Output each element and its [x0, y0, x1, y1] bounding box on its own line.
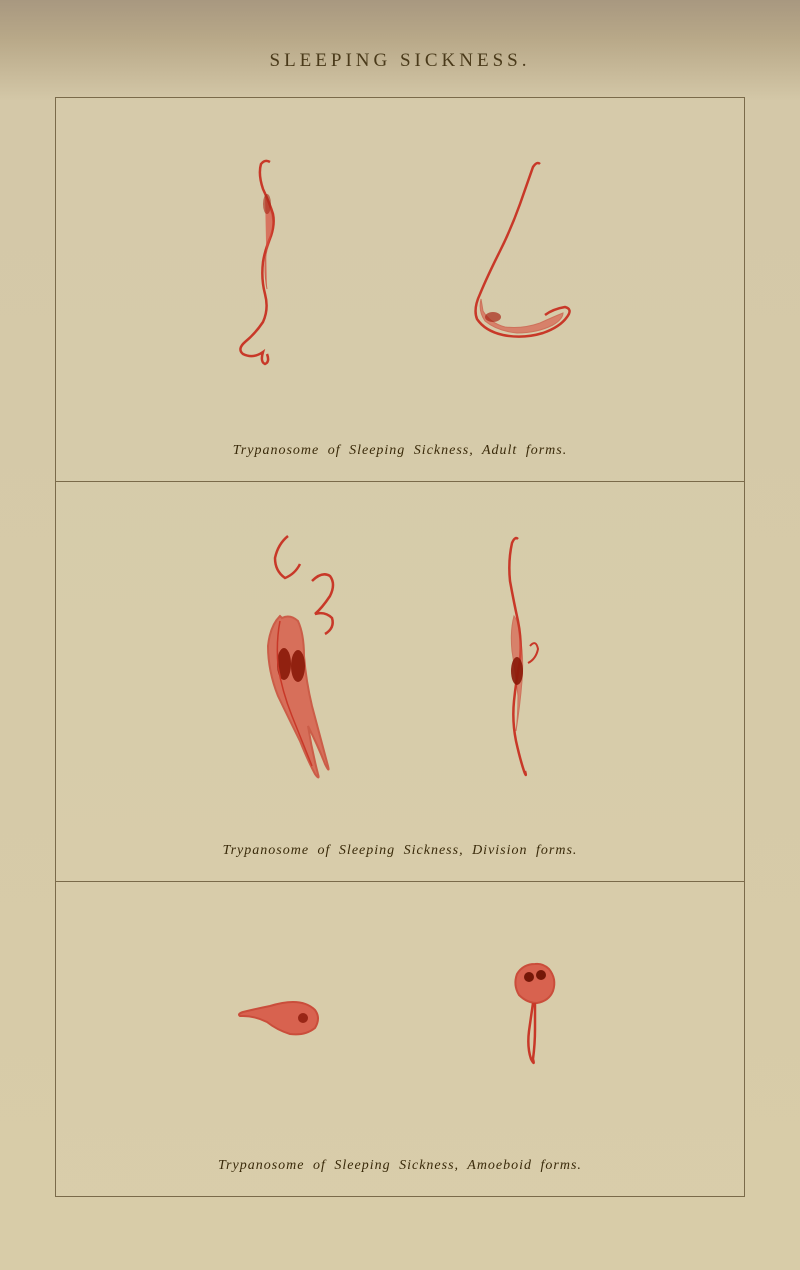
trypanosome-adult-right-icon	[445, 159, 585, 369]
panel-adult-forms: Trypanosome of Sleeping Sickness, Adult …	[56, 98, 744, 482]
trypanosome-division-right-icon	[480, 531, 560, 781]
illustrations-division	[56, 482, 744, 832]
caption-adult: Trypanosome of Sleeping Sickness, Adult …	[233, 443, 567, 459]
illustrations-adult	[56, 98, 744, 431]
amoeboid-right-icon	[505, 959, 565, 1069]
plate-frame: Trypanosome of Sleeping Sickness, Adult …	[55, 97, 745, 1197]
page-title: SLEEPING SICKNESS.	[55, 50, 745, 72]
trypanosome-adult-left-icon	[215, 154, 315, 374]
amoeboid-left-icon	[235, 984, 345, 1044]
document-page: SLEEPING SICKNESS. Trypanosome of Sleepi…	[0, 0, 800, 1270]
panel-division-forms: Trypanosome of Sleeping Sickness, Divisi…	[56, 482, 744, 883]
illustrations-amoeboid	[56, 882, 744, 1146]
trypanosome-division-left-icon	[240, 526, 380, 786]
caption-amoeboid: Trypanosome of Sleeping Sickness, Amoebo…	[218, 1158, 582, 1174]
caption-division: Trypanosome of Sleeping Sickness, Divisi…	[223, 843, 578, 859]
panel-amoeboid-forms: Trypanosome of Sleeping Sickness, Amoebo…	[56, 882, 744, 1196]
